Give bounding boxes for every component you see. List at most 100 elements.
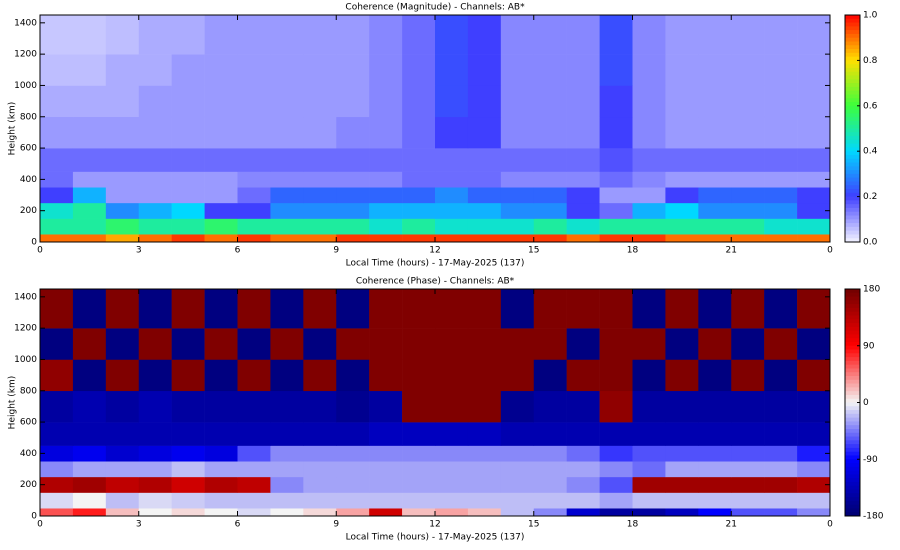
colorbar-segment — [845, 226, 860, 232]
heatmap-cell — [599, 445, 633, 462]
heatmap-cell — [435, 116, 469, 149]
colorbar-segment — [845, 379, 860, 385]
heatmap-cell — [138, 445, 172, 462]
heatmap-cell — [237, 445, 271, 462]
heatmap-cell — [764, 476, 798, 493]
heatmap-cell — [698, 234, 732, 243]
heatmap-cell — [402, 85, 436, 118]
heatmap-cell — [731, 476, 765, 493]
colorbar-segment — [845, 41, 860, 46]
colorbar-segment — [845, 504, 860, 509]
heatmap-cell — [500, 328, 535, 360]
heatmap-cell — [336, 148, 370, 172]
chart-title: Coherence (Magnitude) - Channels: AB* — [345, 3, 525, 13]
heatmap-cell — [72, 187, 107, 204]
heatmap-cell — [237, 202, 271, 219]
heatmap-cell — [171, 461, 205, 478]
heatmap-cell — [402, 422, 436, 446]
heatmap-cell — [105, 15, 140, 55]
heatmap-cell — [270, 171, 304, 188]
colorbar-segment — [845, 230, 860, 235]
heatmap-cell — [764, 218, 798, 235]
heatmap-cell — [72, 148, 107, 172]
colorbar-segment — [845, 360, 860, 366]
colorbar-segment — [845, 139, 860, 145]
heatmap-cell — [731, 461, 765, 478]
colorbar-segment — [845, 22, 860, 27]
chart-title: Coherence (Phase) - Channels: AB* — [356, 277, 515, 287]
x-axis-label: Local Time (hours) - 17-May-2025 (137) — [346, 533, 525, 543]
heatmap-cell — [665, 202, 699, 219]
colorbar-segment — [845, 451, 860, 456]
heatmap-cell — [698, 445, 732, 462]
heatmap-cell — [303, 234, 337, 243]
colorbar-segment — [845, 326, 860, 332]
heatmap-cell — [665, 116, 699, 149]
heatmap-cell — [665, 445, 699, 462]
x-tick-label: 3 — [136, 246, 142, 256]
y-tick-label: 400 — [20, 175, 37, 185]
heatmap-cell — [599, 508, 633, 517]
heatmap-cell — [105, 148, 140, 172]
colorbar-segment — [845, 143, 860, 148]
colorbar-segment — [845, 60, 860, 65]
heatmap-cell — [204, 508, 238, 517]
colorbar-segment — [845, 357, 860, 362]
heatmap-cell — [336, 289, 370, 329]
heatmap-cell — [797, 187, 831, 204]
heatmap-cell — [533, 476, 567, 493]
heatmap-cell — [632, 234, 666, 243]
heatmap-cell — [599, 171, 633, 188]
heatmap-cell — [500, 445, 535, 462]
heatmap-cell — [204, 476, 238, 493]
heatmap-cell — [204, 85, 238, 118]
heatmap-cell — [171, 359, 205, 392]
heatmap-cell — [665, 289, 699, 329]
heatmap-cell — [566, 218, 600, 235]
heatmap-cell — [731, 234, 765, 243]
colorbar-segment — [845, 105, 860, 111]
heatmap-cell — [72, 116, 107, 149]
heatmap-cell — [237, 422, 271, 446]
heatmap-cell — [138, 461, 172, 478]
colorbar-segment — [845, 147, 860, 152]
heatmap-cell — [632, 202, 666, 219]
x-tick-label: 0 — [37, 520, 43, 530]
heatmap-cell — [303, 202, 337, 219]
colorbar-segment — [845, 417, 860, 422]
colorbar-segment — [845, 466, 860, 472]
heatmap-cell — [665, 461, 699, 478]
heatmap-cell — [500, 15, 535, 55]
heatmap-cell — [303, 492, 337, 509]
heatmap-cell — [599, 390, 633, 423]
heatmap-cell — [270, 15, 304, 55]
colorbar-tick-label: 0.2 — [863, 192, 877, 202]
heatmap-cell — [402, 328, 436, 360]
heatmap-cell — [270, 359, 304, 392]
heatmap-cell — [467, 461, 502, 478]
heatmap-cell — [533, 202, 567, 219]
heatmap-cell — [171, 148, 205, 172]
colorbar-segment — [845, 323, 860, 328]
heatmap-cell — [665, 359, 699, 392]
heatmap-cell — [731, 116, 765, 149]
heatmap-cell — [171, 15, 205, 55]
heatmap-cell — [467, 508, 502, 517]
colorbar-segment — [845, 440, 860, 445]
heatmap-cell — [500, 390, 535, 423]
heatmap-cell — [237, 171, 271, 188]
heatmap-cell — [105, 445, 140, 462]
heatmap-cell — [566, 422, 600, 446]
x-tick-label: 3 — [136, 520, 142, 530]
heatmap-cell — [533, 508, 567, 517]
heatmap-cell — [138, 422, 172, 446]
heatmap-cell — [204, 148, 238, 172]
colorbar-segment — [845, 296, 860, 301]
heatmap-cell — [797, 85, 831, 118]
heatmap-cell — [632, 15, 666, 55]
heatmap-cell — [237, 492, 271, 509]
heatmap-cell — [138, 390, 172, 423]
colorbar-segment — [845, 136, 860, 141]
heatmap-cell — [171, 390, 205, 423]
heatmap-cell — [369, 461, 403, 478]
